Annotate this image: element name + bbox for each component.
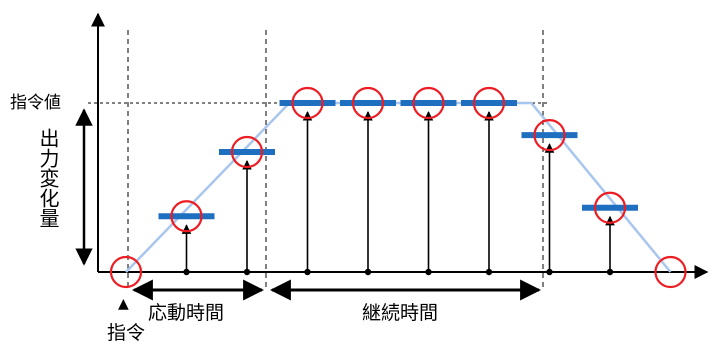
sample-dot-1 <box>183 268 190 276</box>
sample-dot-6 <box>485 268 493 276</box>
sample-circle-0 <box>109 255 143 289</box>
command-triangle-icon: ▲ <box>118 296 129 312</box>
samples <box>109 86 687 289</box>
sample-dot-4 <box>364 268 372 276</box>
sample-circle-5 <box>412 86 445 120</box>
command-label: 指令 <box>107 322 146 344</box>
sample-dot-8 <box>606 268 614 276</box>
sample-circle-4 <box>351 86 385 120</box>
sample-circle-2 <box>230 135 264 169</box>
sample-circle-3 <box>291 86 324 120</box>
response-time-label: 応動時間 <box>148 302 225 324</box>
sample-circle-1 <box>170 200 203 233</box>
output-change-label: 出力変化量 <box>36 128 60 228</box>
sample-circle-6 <box>472 86 506 120</box>
sample-circle-7 <box>533 119 566 152</box>
sample-dot-2 <box>243 268 251 276</box>
ramp-line <box>125 101 672 273</box>
sample-dot-5 <box>425 268 432 276</box>
duration-label: 継続時間 <box>362 302 439 324</box>
sample-circle-8 <box>593 191 627 224</box>
sample-dot-3 <box>304 268 311 276</box>
command-value-label: 指令値 <box>10 93 61 113</box>
sample-circle-9 <box>654 255 687 289</box>
sample-dot-7 <box>546 268 553 276</box>
